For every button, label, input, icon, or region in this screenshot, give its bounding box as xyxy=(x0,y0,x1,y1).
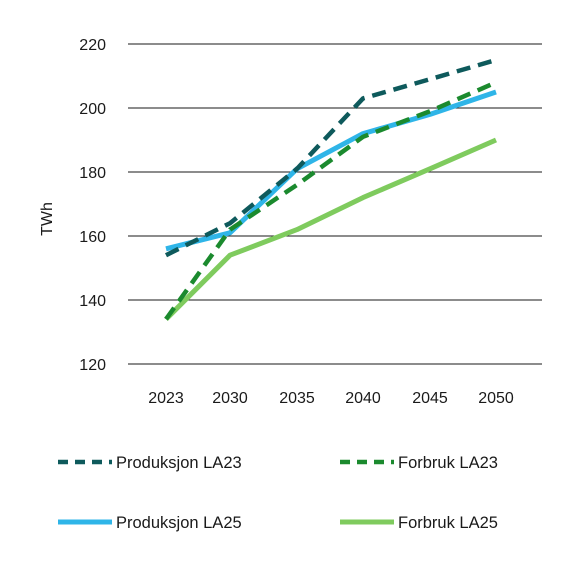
series-lines xyxy=(164,57,497,321)
x-tick-label: 2035 xyxy=(279,390,315,407)
gridlines xyxy=(128,43,542,365)
x-tick-label: 2050 xyxy=(478,390,514,407)
legend-label: Forbruk LA23 xyxy=(398,454,498,472)
x-tick-label: 2040 xyxy=(345,390,381,407)
legend-label: Produksjon LA23 xyxy=(116,454,242,472)
y-tick-label: 120 xyxy=(79,357,106,374)
x-tick-label: 2030 xyxy=(212,390,248,407)
legend-label: Forbruk LA25 xyxy=(398,514,498,532)
y-tick-label: 160 xyxy=(79,229,106,246)
y-tick-label: 220 xyxy=(79,37,106,54)
y-tick-label: 140 xyxy=(79,293,106,310)
legend-item: Produksjon LA25 xyxy=(58,514,242,532)
y-tick-label: 180 xyxy=(79,165,106,182)
series-line-produksjon-la23 xyxy=(164,57,497,258)
series-line-produksjon-la25 xyxy=(165,89,497,252)
y-axis-ticks: 120 140 160 180 200 220 xyxy=(79,37,106,374)
x-axis-ticks: 2023 2030 2035 2040 2045 2050 xyxy=(148,390,514,407)
x-tick-label: 2023 xyxy=(148,390,184,407)
legend-item: Forbruk LA23 xyxy=(340,454,498,472)
legend-item: Forbruk LA25 xyxy=(340,514,498,532)
series-line-forbruk-la25 xyxy=(164,137,497,321)
legend-item: Produksjon LA23 xyxy=(58,454,242,472)
y-axis-label: TWh xyxy=(39,202,56,236)
y-tick-label: 200 xyxy=(79,101,106,118)
legend-label: Produksjon LA25 xyxy=(116,514,242,532)
legend: Produksjon LA23 Forbruk LA23 Produksjon LA… xyxy=(58,454,498,532)
series-line-forbruk-la23 xyxy=(164,80,497,321)
x-tick-label: 2045 xyxy=(412,390,448,407)
